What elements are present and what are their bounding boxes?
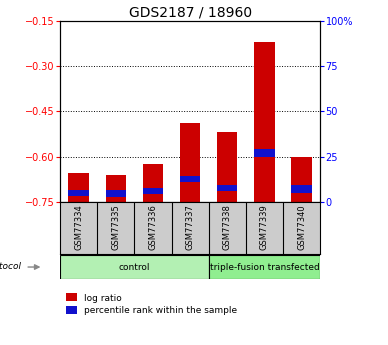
Bar	[180, 176, 200, 182]
Bar	[254, 42, 275, 202]
Text: control: control	[119, 263, 150, 272]
Text: triple-fusion transfected: triple-fusion transfected	[210, 263, 319, 272]
Bar	[69, 173, 89, 202]
Text: GSM77337: GSM77337	[185, 204, 195, 250]
Title: GDS2187 / 18960: GDS2187 / 18960	[128, 6, 252, 20]
Bar	[291, 157, 312, 202]
Text: GSM77335: GSM77335	[111, 204, 120, 250]
Bar	[69, 190, 89, 196]
Bar	[60, 255, 209, 279]
Bar	[254, 149, 275, 157]
Bar	[143, 164, 163, 202]
Bar	[106, 190, 126, 197]
Bar	[106, 175, 126, 202]
Text: protocol: protocol	[0, 262, 21, 271]
Text: GSM77334: GSM77334	[74, 204, 83, 250]
Bar	[217, 185, 237, 191]
Text: GSM77339: GSM77339	[260, 204, 269, 250]
Text: GSM77336: GSM77336	[149, 204, 158, 250]
Text: GSM77338: GSM77338	[223, 204, 232, 250]
Bar	[217, 132, 237, 202]
Legend: log ratio, percentile rank within the sample: log ratio, percentile rank within the sa…	[62, 290, 241, 319]
Bar	[209, 255, 320, 279]
Bar	[143, 188, 163, 194]
Text: GSM77340: GSM77340	[297, 204, 306, 250]
Bar	[180, 124, 200, 202]
Bar	[291, 185, 312, 193]
